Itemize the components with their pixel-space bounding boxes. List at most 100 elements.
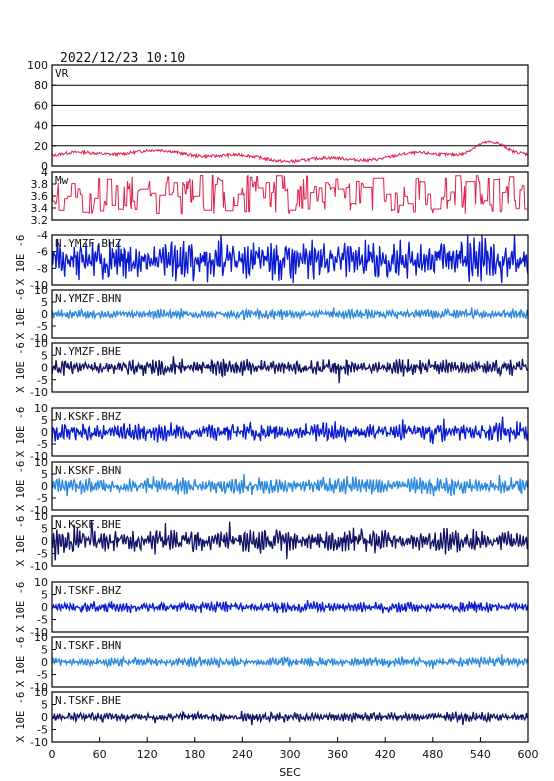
- y-tick-label: 3.6: [31, 190, 49, 203]
- x-tick-label: 180: [184, 748, 205, 761]
- panel-label: N.YMZF.BHZ: [55, 237, 122, 250]
- series-line: [51, 520, 529, 561]
- y-tick-label: -10: [30, 504, 48, 517]
- series-line: [51, 140, 529, 164]
- y-tick-label: -5: [37, 724, 48, 737]
- y-tick-label: 10: [34, 576, 48, 589]
- panel-frame: [51, 289, 529, 339]
- y-tick-label: 0: [41, 601, 48, 614]
- panel-frame: [51, 64, 529, 167]
- panel-n-ymzf-bhz: -10 -8 -6 -4 X 10E -6 N.YMZF.BHZ: [15, 229, 529, 292]
- y-axis-label: X 10E -6: [15, 235, 27, 286]
- x-tick-label: 60: [93, 748, 107, 761]
- y-tick-label: -5: [37, 320, 48, 333]
- panel-frame: [51, 234, 529, 286]
- y-tick-label: 10: [34, 456, 48, 469]
- panel-frame: [51, 342, 529, 393]
- panel-label: N.TSKF.BHZ: [55, 584, 122, 597]
- x-tick-label: 300: [280, 748, 301, 761]
- y-axis-label: X 10E -6: [15, 692, 27, 743]
- y-tick-label: -10: [30, 626, 48, 639]
- series-line: [51, 600, 529, 614]
- y-tick-label: -6: [37, 246, 48, 259]
- y-axis-label: X 10E -6: [15, 289, 27, 340]
- y-tick-label: 0: [41, 160, 48, 173]
- y-tick-label: 10: [34, 402, 48, 415]
- panel-frame: [51, 171, 529, 221]
- y-tick-label: -10: [30, 736, 48, 749]
- panels-group: 020406080100VR3.23.43.63.84Mw-10-8-6-4X …: [15, 59, 529, 749]
- y-tick-label: 5: [41, 589, 48, 602]
- y-tick-label: 10: [34, 284, 48, 297]
- panel-vr: 0 20 40 60 80 100 VR: [27, 59, 529, 173]
- y-tick-label: 10: [34, 337, 48, 350]
- y-tick-label: 5: [41, 468, 48, 481]
- x-tick-label: 360: [327, 748, 348, 761]
- y-tick-label: -10: [30, 386, 48, 399]
- series-line: [51, 654, 529, 669]
- y-tick-label: 3.8: [31, 178, 49, 191]
- y-tick-label: 0: [41, 535, 48, 548]
- x-tick-label: 0: [49, 748, 56, 761]
- x-tick-label: 540: [470, 748, 491, 761]
- panel-label: VR: [55, 67, 69, 80]
- y-tick-label: 5: [41, 296, 48, 309]
- series-line: [51, 174, 528, 215]
- y-axis-label: X 10E -6: [15, 407, 27, 458]
- y-tick-label: 0: [41, 656, 48, 669]
- panel-mw: 3.23.43.63.84 Mw: [31, 166, 529, 227]
- y-tick-label: 20: [34, 140, 48, 153]
- y-tick-label: 3.2: [31, 214, 49, 227]
- y-tick-label: -5: [37, 438, 48, 451]
- panel-label: N.TSKF.BHN: [55, 639, 121, 652]
- x-tick-label: 120: [137, 748, 158, 761]
- series-line: [51, 473, 529, 497]
- y-tick-label: -10: [30, 332, 48, 345]
- y-tick-label: 5: [41, 523, 48, 536]
- series-line: [51, 234, 529, 284]
- y-tick-label: 0: [41, 426, 48, 439]
- y-tick-label: -5: [37, 669, 48, 682]
- y-tick-label: -10: [30, 450, 48, 463]
- y-tick-label: -5: [37, 548, 48, 561]
- x-tick-label: 240: [232, 748, 253, 761]
- series-line: [51, 307, 529, 321]
- y-tick-label: 0: [41, 308, 48, 321]
- y-tick-label: -5: [37, 374, 48, 387]
- panel-frame: [51, 515, 529, 567]
- y-tick-label: -8: [37, 262, 48, 275]
- y-tick-label: 10: [34, 631, 48, 644]
- panel-frame: [51, 407, 529, 457]
- y-tick-label: -5: [37, 614, 48, 627]
- y-tick-label: 10: [34, 686, 48, 699]
- y-tick-label: 0: [41, 362, 48, 375]
- panel-label: N.TSKF.BHE: [55, 694, 121, 707]
- x-tick-label: 480: [422, 748, 443, 761]
- y-tick-label: 3.4: [31, 202, 49, 215]
- y-axis-label: X 10E -6: [15, 516, 27, 567]
- panel-label: N.KSKF.BHN: [55, 464, 121, 477]
- x-axis-label: SEC: [279, 766, 301, 779]
- y-tick-label: -10: [30, 560, 48, 573]
- panel-frame: [51, 636, 529, 688]
- series-line: [51, 710, 529, 726]
- y-tick-label: 4: [41, 166, 48, 179]
- y-tick-label: -10: [30, 681, 48, 694]
- x-axis: 0 60 120 180 240 300 360 420 480 540 600: [49, 737, 539, 761]
- y-tick-label: 80: [34, 79, 48, 92]
- y-tick-label: 40: [34, 120, 48, 133]
- series-line: [51, 416, 529, 445]
- panel-label: N.YMZF.BHE: [55, 345, 121, 358]
- y-axis-label: X 10E -6: [15, 342, 27, 393]
- y-tick-label: -5: [37, 492, 48, 505]
- panel-label: N.KSKF.BHZ: [55, 410, 122, 423]
- y-axis-label: X 10E -6: [15, 461, 27, 512]
- y-tick-label: 5: [41, 644, 48, 657]
